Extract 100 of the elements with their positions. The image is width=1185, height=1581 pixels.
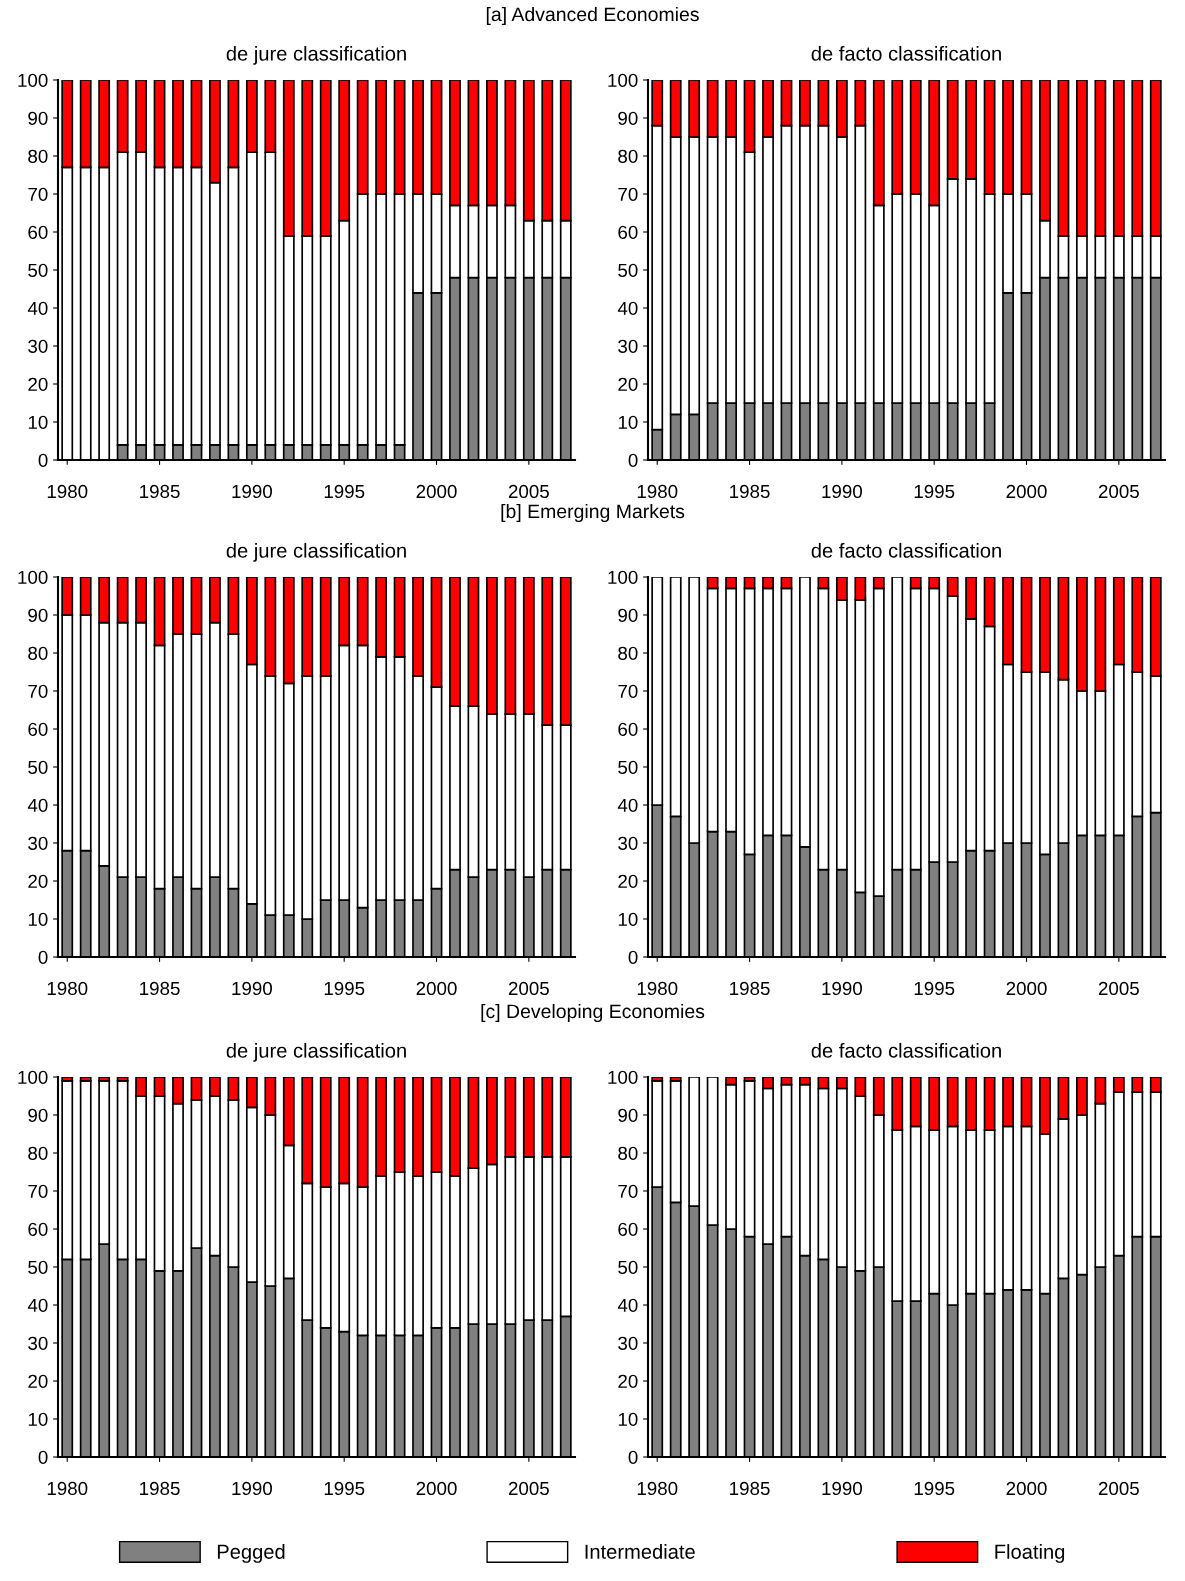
x-tick-label: 2005 [1098,1481,1139,1496]
legend-label: Pegged [217,1544,285,1563]
y-tick-label: 50 [28,760,48,774]
chart-title: de facto classification [811,1042,1001,1058]
x-tick-label: 2005 [508,981,549,996]
y-tick-label: 50 [28,1260,48,1274]
chart-title: de facto classification [811,45,1001,61]
x-tick-label: 1980 [47,981,88,996]
y-tick-label: 70 [618,684,638,698]
y-tick-label: 0 [38,950,48,964]
x-tick-label: 1990 [232,981,272,996]
y-tick-label: 30 [28,836,48,850]
chart-title: de jure classification [226,1042,406,1062]
y-tick-label: 60 [618,225,638,239]
y-tick-label: 70 [618,187,638,201]
y-tick-label: 90 [618,608,638,622]
x-tick-label: 1990 [822,1481,862,1496]
y-tick-label: 100 [608,570,638,584]
y-tick-label: 20 [618,377,638,391]
y-tick-label: 80 [28,149,48,163]
y-tick-label: 0 [628,453,638,467]
y-tick-label: 80 [28,1146,48,1160]
x-tick-label: 1990 [232,1481,272,1496]
x-tick-label: 1980 [637,484,678,499]
y-tick-label: 70 [28,1184,48,1198]
y-tick-label: 0 [628,1450,638,1464]
y-tick-label: 30 [618,836,638,850]
y-tick-label: 90 [28,111,48,125]
y-tick-label: 40 [617,798,638,812]
x-tick-label: 2005 [508,484,549,499]
y-tick-label: 10 [618,415,638,429]
y-tick-label: 10 [28,912,48,926]
chart-subtitle: [b] Emerging Markets [501,503,685,523]
y-tick-label: 60 [28,1222,48,1236]
y-tick-label: 50 [28,263,48,277]
chart-subtitle: [a] Advanced Economies [486,6,699,26]
x-tick-label: 2000 [1006,981,1047,996]
y-tick-label: 100 [18,73,48,87]
y-tick-label: 80 [618,646,638,660]
y-tick-label: 10 [28,415,48,429]
x-tick-label: 2005 [1098,981,1139,996]
y-tick-label: 80 [28,646,48,660]
x-tick-label: 2000 [1006,1481,1047,1496]
y-tick-label: 70 [28,684,48,698]
legend-label: Floating [995,1544,1065,1563]
y-tick-label: 50 [618,1260,638,1274]
x-tick-label: 1980 [47,1481,88,1496]
x-tick-label: 1990 [822,981,862,996]
y-tick-label: 60 [28,722,48,736]
x-tick-label: 1995 [914,484,955,499]
y-tick-label: 100 [18,1070,48,1084]
y-tick-label: 10 [618,1412,638,1426]
x-tick-label: 1985 [140,484,180,499]
x-tick-label: 1985 [730,1481,770,1496]
x-tick-label: 1995 [914,1481,955,1496]
y-tick-label: 90 [618,111,638,125]
y-tick-label: 10 [618,912,638,926]
y-tick-label: 60 [28,225,48,239]
y-tick-label: 30 [28,1336,48,1350]
y-tick-label: 0 [38,453,48,467]
x-tick-label: 1995 [914,981,955,996]
y-tick-label: 30 [618,339,638,353]
y-tick-label: 80 [618,149,638,163]
legend-label: Intermediate [585,1544,695,1559]
x-tick-label: 1990 [822,484,862,499]
y-tick-label: 70 [618,1184,638,1198]
x-tick-label: 1990 [232,484,272,499]
y-tick-label: 40 [27,301,48,315]
y-tick-label: 100 [18,570,48,584]
y-tick-label: 50 [618,760,638,774]
y-tick-label: 10 [28,1412,48,1426]
chart-title: de facto classification [811,542,1001,558]
y-tick-label: 60 [618,722,638,736]
x-tick-label: 1980 [47,484,88,499]
x-tick-label: 2000 [416,484,457,499]
x-tick-label: 1985 [140,1481,180,1496]
y-tick-label: 20 [28,1374,48,1388]
y-tick-label: 40 [617,1298,638,1312]
x-tick-label: 1985 [730,981,770,996]
x-tick-label: 2005 [508,1481,549,1496]
x-tick-label: 1985 [730,484,770,499]
x-tick-label: 2000 [416,1481,457,1496]
y-tick-label: 20 [618,874,638,888]
y-tick-label: 40 [27,1298,48,1312]
y-tick-label: 0 [38,1450,48,1464]
x-tick-label: 1985 [140,981,180,996]
y-tick-label: 20 [28,377,48,391]
chart-title: de jure classification [226,542,406,562]
x-tick-label: 2000 [1006,484,1047,499]
x-tick-label: 1995 [324,484,365,499]
y-tick-label: 90 [618,1108,638,1122]
x-tick-label: 2000 [416,981,457,996]
x-tick-label: 1980 [637,1481,678,1496]
x-tick-label: 2005 [1098,484,1139,499]
y-tick-label: 20 [28,874,48,888]
y-tick-label: 80 [618,1146,638,1160]
y-tick-label: 50 [618,263,638,277]
y-tick-label: 100 [608,1070,638,1084]
y-tick-label: 40 [27,798,48,812]
y-tick-label: 60 [618,1222,638,1236]
